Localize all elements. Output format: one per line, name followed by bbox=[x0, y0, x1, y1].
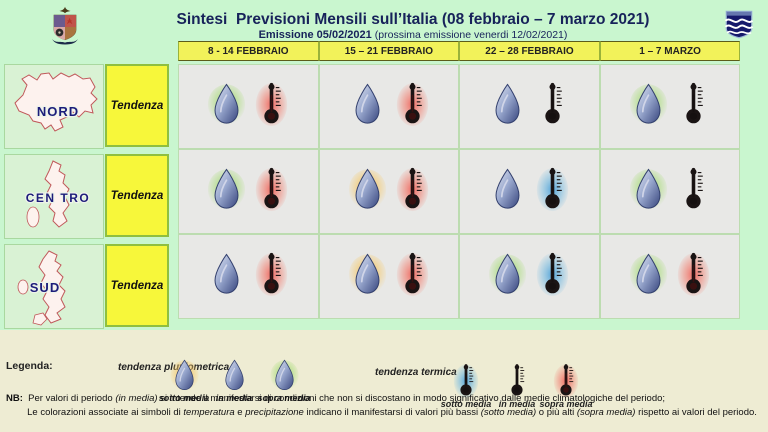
svg-text:SUD: SUD bbox=[30, 280, 60, 295]
svg-text:CEN TRO: CEN TRO bbox=[26, 191, 91, 205]
svg-text:NORD: NORD bbox=[37, 104, 79, 119]
